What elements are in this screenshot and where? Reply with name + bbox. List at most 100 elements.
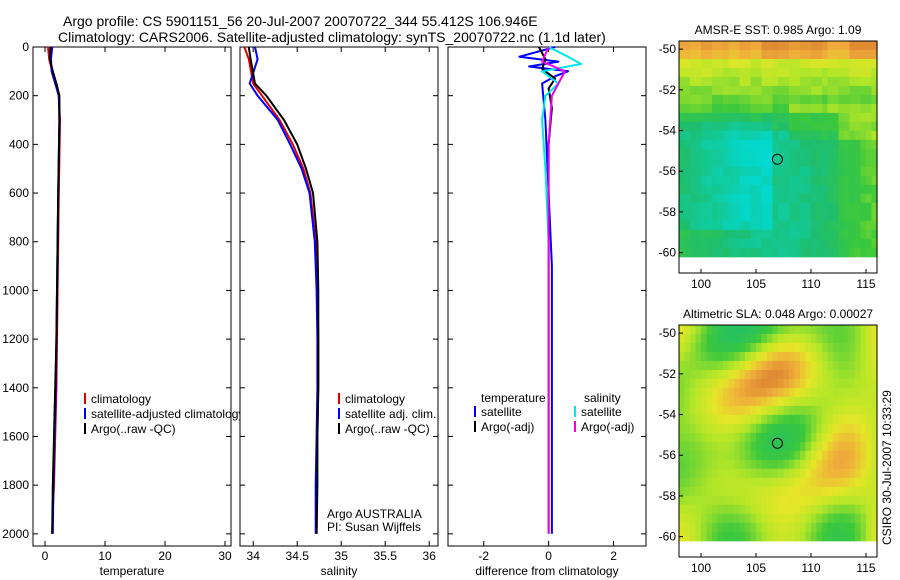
- sla_map-heatmap-cells: [679, 325, 878, 542]
- sla_map-heatmap-cell: [838, 423, 845, 434]
- sla_map-heatmap-cell: [783, 522, 790, 533]
- sla_map-heatmap-cell: [772, 477, 779, 488]
- sla_map-heatmap-cell: [794, 459, 801, 470]
- sla_map-heatmap-cell: [822, 495, 829, 506]
- sla_map-heatmap-cell: [723, 333, 730, 344]
- sla_map-heatmap-cell: [761, 531, 768, 542]
- sla_map-heatmap-cell: [838, 342, 845, 353]
- sla_map-heatmap-cell: [822, 405, 829, 416]
- sla_map-heatmap-cell: [805, 351, 812, 362]
- sla_map-heatmap-cell: [745, 486, 752, 497]
- sla_map-heatmap-cell: [800, 441, 807, 452]
- sst_map-heatmap-cell: [871, 157, 878, 168]
- sst_map-heatmap-cell: [728, 58, 735, 69]
- temperature-series-line: [48, 46, 61, 534]
- sst_map-heatmap-cell: [783, 166, 790, 177]
- sla_map-heatmap-cell: [789, 396, 796, 407]
- sla_map-heatmap-cell: [712, 360, 719, 371]
- sst_map-heatmap-cell: [822, 157, 829, 168]
- sla_map-heatmap-cell: [767, 513, 774, 524]
- sst_map-heatmap-cell: [855, 202, 862, 213]
- sla_map-heatmap-cell: [800, 369, 807, 380]
- sla_map-heatmap-cell: [767, 369, 774, 380]
- salinity-xtick-label: 35: [335, 549, 349, 563]
- sst_map-heatmap-cell: [778, 229, 785, 240]
- sst_map-heatmap-cell: [761, 175, 768, 186]
- sla_map-ytick-label: -50: [659, 326, 677, 340]
- temperature-xtick-label: 20: [158, 549, 172, 563]
- sla_map-heatmap-cell: [811, 342, 818, 353]
- sst_map-heatmap-cell: [756, 67, 763, 78]
- sla_map-heatmap-cell: [723, 414, 730, 425]
- sla_map-heatmap-cell: [866, 423, 873, 434]
- sst_map-heatmap-cell: [695, 130, 702, 141]
- sst_map-heatmap-cell: [695, 202, 702, 213]
- sst_map-heatmap-cell: [734, 94, 741, 105]
- sla_map-heatmap-cell: [789, 333, 796, 344]
- sst_map-heatmap-cell: [789, 175, 796, 186]
- sst_map-heatmap-cell: [778, 49, 785, 60]
- sst_map-heatmap-cell: [778, 103, 785, 114]
- sst_map-heatmap-cell: [849, 238, 856, 249]
- sla_map-heatmap-cell: [844, 486, 851, 497]
- sst_map-heatmap-cell: [728, 148, 735, 159]
- sla_map-heatmap-cell: [772, 468, 779, 479]
- sla_map-heatmap-cell: [717, 486, 724, 497]
- sst_map-heatmap-cell: [794, 157, 801, 168]
- sla_map-heatmap-cell: [871, 504, 878, 515]
- sla_map-heatmap-cell: [723, 432, 730, 443]
- sla_map-heatmap-cell: [860, 441, 867, 452]
- sst_map-heatmap-cell: [849, 58, 856, 69]
- sst_map-heatmap-cell: [811, 76, 818, 87]
- sla_map-heatmap-cell: [772, 441, 779, 452]
- sla_map-heatmap-cell: [739, 351, 746, 362]
- sst_map-heatmap-cell: [690, 202, 697, 213]
- sla_map-heatmap-cell: [745, 441, 752, 452]
- figure-title-line1: Argo profile: CS 5901151_56 20-Jul-2007 …: [63, 13, 538, 29]
- sla_map-heatmap-cell: [822, 459, 829, 470]
- sst_map-heatmap-cell: [761, 139, 768, 150]
- sla_map-heatmap-cell: [838, 531, 845, 542]
- sla_map-heatmap-cell: [816, 325, 823, 335]
- sst_map-heatmap-cell: [690, 49, 697, 60]
- sst_map-heatmap-cell: [756, 175, 763, 186]
- sst_map-heatmap-cell: [767, 193, 774, 204]
- sst_map-heatmap-cell: [822, 148, 829, 159]
- sla_map-heatmap-cell: [728, 486, 735, 497]
- sla_map-heatmap-cell: [761, 325, 768, 335]
- sst_map-heatmap-cell: [679, 220, 686, 231]
- sst_map-heatmap-cell: [822, 94, 829, 105]
- sst_map-heatmap-cell: [690, 220, 697, 231]
- sst_map-heatmap-cell: [734, 130, 741, 141]
- sst_map-heatmap-cell: [844, 211, 851, 222]
- sst_map-heatmap-cell: [745, 112, 752, 123]
- sla_map-heatmap-cell: [728, 459, 735, 470]
- sla_map-heatmap-cell: [855, 342, 862, 353]
- difference-legend-header: salinity: [584, 391, 621, 405]
- sla_map-heatmap-cell: [800, 351, 807, 362]
- sla_map-heatmap-cell: [838, 477, 845, 488]
- sla_map-heatmap-cell: [849, 468, 856, 479]
- sla_map-heatmap-cell: [871, 513, 878, 524]
- sla_map-heatmap-cell: [701, 495, 708, 506]
- sst_map-heatmap-cell: [816, 58, 823, 69]
- sla_map-heatmap-cell: [844, 522, 851, 533]
- sst_map-heatmap-cell: [833, 184, 840, 195]
- sla_map-heatmap-cell: [712, 351, 719, 362]
- sla_map-heatmap-cell: [717, 325, 724, 335]
- sst_map-heatmap-cell: [866, 112, 873, 123]
- sla_map-heatmap-cell: [816, 441, 823, 452]
- sst_map-heatmap-cell: [794, 202, 801, 213]
- sst_map-heatmap-cell: [734, 229, 741, 240]
- sla_map-heatmap-cell: [745, 522, 752, 533]
- sst_map-heatmap-cell: [717, 148, 724, 159]
- sla_map-heatmap-cell: [679, 414, 686, 425]
- sla_map-heatmap-cell: [838, 414, 845, 425]
- sla_map-ytick-label: -52: [659, 367, 677, 381]
- sla_map-heatmap-cell: [750, 423, 757, 434]
- sst_map-heatmap-cell: [833, 121, 840, 132]
- sst_map-heatmap-cell: [811, 211, 818, 222]
- sst_map-heatmap-cell: [712, 67, 719, 78]
- sst_map-heatmap-cell: [844, 49, 851, 60]
- sla_map-heatmap-cell: [728, 495, 735, 506]
